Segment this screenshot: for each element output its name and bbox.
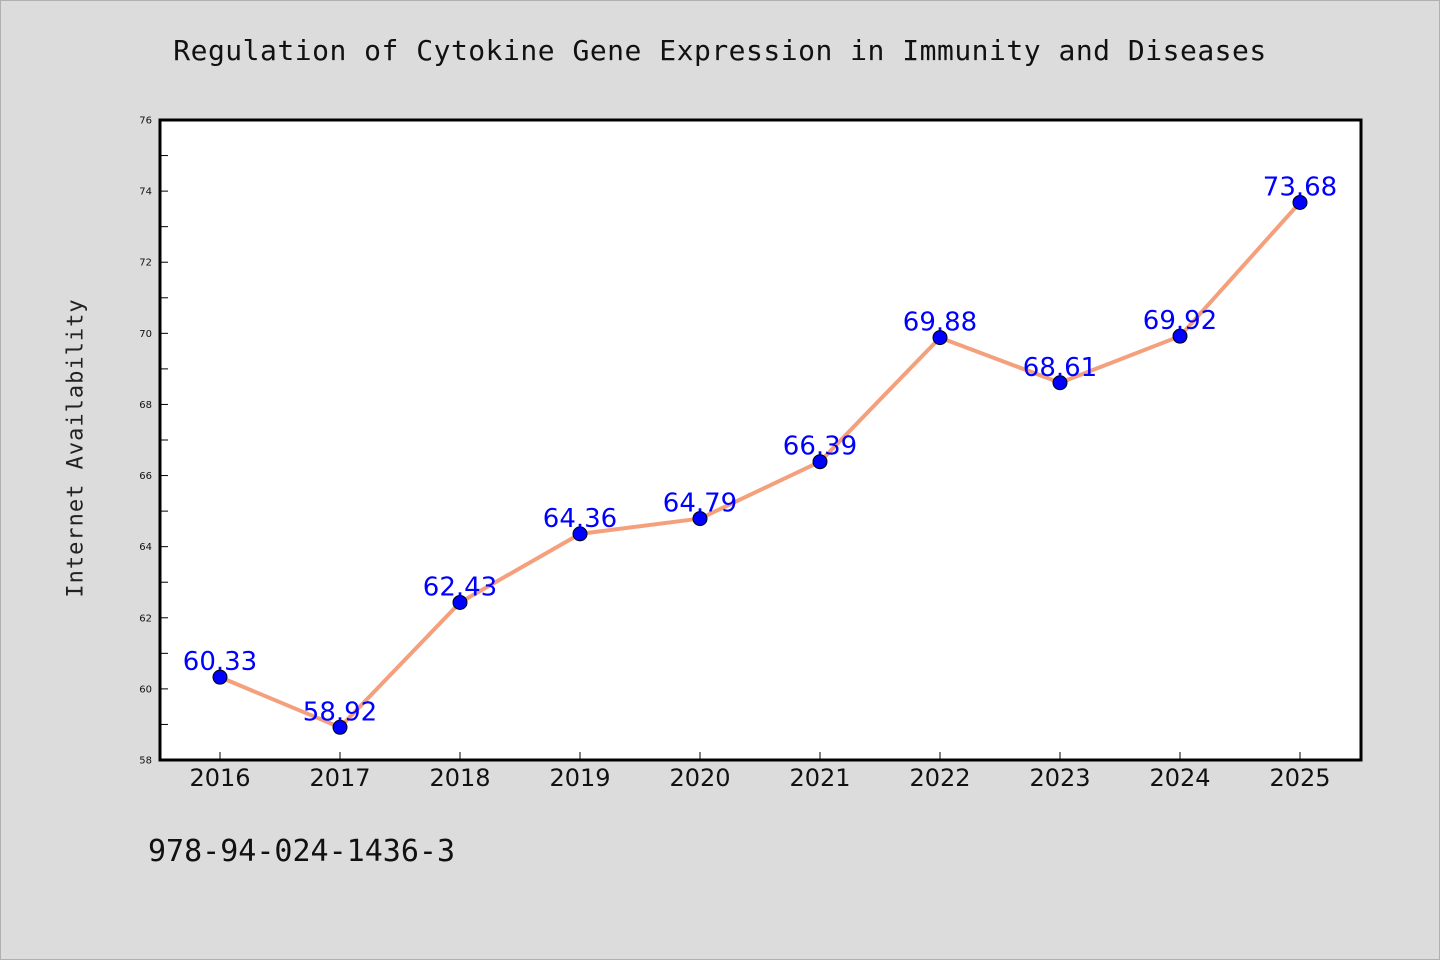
y-tick-label: 72 [139,258,152,269]
y-tick-label: 58 [139,756,152,767]
y-tick-label: 62 [139,613,152,624]
x-tick-label: 2020 [669,764,730,792]
y-tick-label: 68 [139,400,152,411]
x-tick-label: 2018 [429,764,490,792]
data-point [812,454,828,470]
y-tick-label: 76 [139,116,152,127]
data-point [332,719,348,735]
x-tick-label: 2017 [309,764,370,792]
data-point [1052,375,1068,391]
x-tick-label: 2024 [1149,764,1210,792]
x-tick-label: 2023 [1029,764,1090,792]
plot-area [160,120,1361,760]
data-label: 58.92 [303,697,377,727]
data-label: 66.39 [783,432,857,462]
data-label: 64.79 [663,489,737,519]
data-point [572,526,588,542]
data-label: 62.43 [423,572,497,602]
plot-border [158,118,1363,762]
data-point [452,594,468,610]
data-label: 69.92 [1143,306,1217,336]
x-tick-label: 2016 [189,764,250,792]
data-label: 64.36 [543,504,617,534]
data-label: 68.61 [1023,353,1097,383]
y-tick-label: 60 [139,684,152,695]
data-point [1172,328,1188,344]
x-tick-label: 2021 [789,764,850,792]
y-tick-label: 66 [139,471,152,482]
data-label: 60.33 [183,647,257,677]
x-tick-label: 2025 [1269,764,1330,792]
series-line [219,201,1302,730]
data-point [212,669,228,685]
data-point [692,511,708,527]
data-point [932,330,948,346]
y-tick-label: 70 [139,329,152,340]
isbn-text: 978-94-024-1436-3 [148,834,456,869]
x-tick-label: 2022 [909,764,970,792]
data-label: 73.68 [1263,172,1337,202]
y-tick-label: 64 [139,542,152,553]
data-label: 69.88 [903,308,977,338]
x-tick-label: 2019 [549,764,610,792]
y-tick-label: 74 [139,187,152,198]
data-point [1292,194,1308,210]
chart-title: Regulation of Cytokine Gene Expression i… [173,34,1267,67]
